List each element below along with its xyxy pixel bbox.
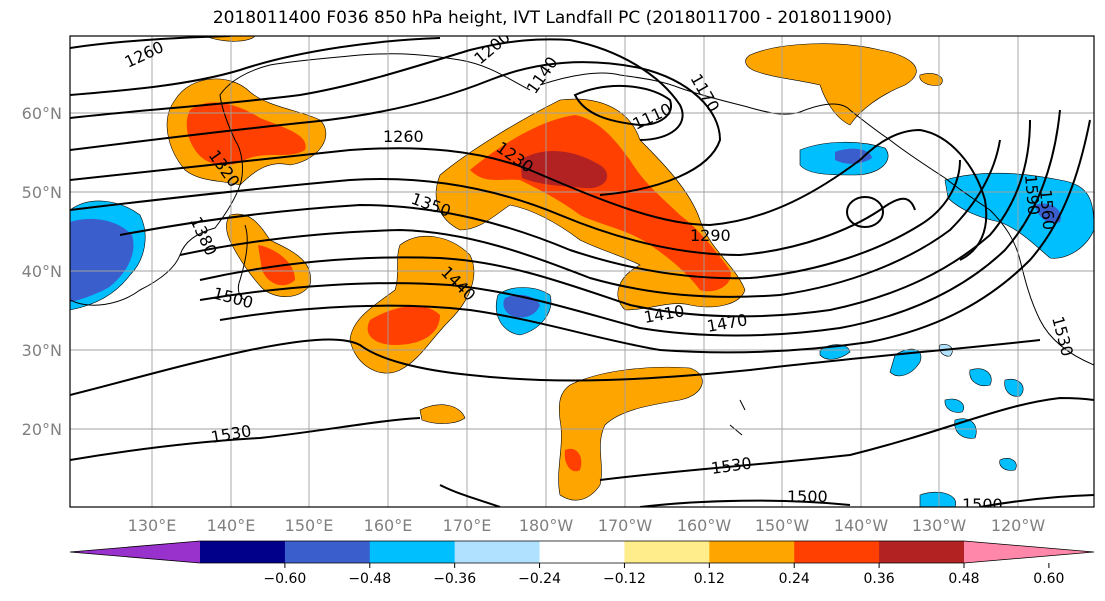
contour-label: 1560 bbox=[1036, 189, 1058, 231]
map-panel: 1260 1200 1140 1170 1110 1260 1230 1290 … bbox=[70, 36, 1094, 514]
colorbar-tick-label: −0.36 bbox=[433, 571, 476, 587]
colorbar-ticks: −0.60 −0.48 −0.36 −0.24 −0.12 0.12 0.24 0.36 0.4… bbox=[263, 563, 1064, 587]
colorbar-tick-label: 0.36 bbox=[864, 571, 895, 587]
colorbar-tick-label: 0.24 bbox=[779, 571, 810, 587]
height-contours bbox=[70, 36, 1094, 507]
longitude-labels: 130°E 140°E 150°E 160°E 170°E 180°W 170°… bbox=[128, 516, 1046, 535]
colorbar-bin bbox=[200, 541, 286, 563]
lat-label: 50°N bbox=[22, 183, 62, 202]
lon-label: 170°E bbox=[443, 516, 492, 535]
colorbar-tick-label: 0.12 bbox=[694, 571, 725, 587]
colorbar bbox=[69, 540, 1095, 564]
lat-label: 40°N bbox=[22, 262, 62, 281]
contour-label: 1500 bbox=[787, 487, 828, 506]
lon-label: 140°E bbox=[207, 516, 256, 535]
lon-label: 160°E bbox=[364, 516, 413, 535]
contour-label: 1260 bbox=[383, 127, 424, 146]
colorbar-extend-high bbox=[964, 541, 1094, 563]
colorbar-tick-label: 0.48 bbox=[948, 571, 979, 587]
lon-label: 150°E bbox=[285, 516, 334, 535]
lon-label: 150°W bbox=[755, 516, 810, 535]
lon-label: 180°W bbox=[519, 516, 574, 535]
latitude-labels: 60°N 50°N 40°N 30°N 20°N bbox=[22, 104, 62, 439]
colorbar-bin bbox=[284, 541, 371, 563]
colorbar-bin bbox=[709, 541, 795, 563]
lon-label: 170°W bbox=[598, 516, 653, 535]
contour-label: 1590 bbox=[1021, 174, 1043, 216]
lat-label: 20°N bbox=[22, 420, 62, 439]
figure-title: 2018011400 F036 850 hPa height, IVT Land… bbox=[212, 8, 893, 28]
colorbar-tick-label: −0.48 bbox=[348, 571, 391, 587]
map-frame bbox=[69, 35, 1095, 508]
colorbar-bin bbox=[794, 541, 880, 563]
colorbar-bin bbox=[624, 541, 710, 563]
colorbar-extend-low bbox=[70, 541, 200, 563]
contour-label: 1290 bbox=[690, 226, 731, 245]
lat-label: 60°N bbox=[22, 104, 62, 123]
colorbar-tick-label: 0.60 bbox=[1033, 571, 1064, 587]
colorbar-bin bbox=[879, 541, 965, 563]
colorbar-tick-label: −0.12 bbox=[603, 571, 646, 587]
lat-label: 30°N bbox=[22, 341, 62, 360]
lon-label: 140°W bbox=[834, 516, 889, 535]
lon-label: 130°W bbox=[912, 516, 967, 535]
colorbar-bin bbox=[369, 541, 456, 563]
lon-label: 130°E bbox=[128, 516, 177, 535]
colorbar-tick-label: −0.24 bbox=[518, 571, 561, 587]
colorbar-tick-label: −0.60 bbox=[263, 571, 306, 587]
colorbar-bin bbox=[454, 541, 541, 563]
contour-label: 1500 bbox=[962, 495, 1003, 514]
colorbar-bin bbox=[539, 541, 625, 563]
lon-label: 120°W bbox=[991, 516, 1046, 535]
lon-label: 160°W bbox=[677, 516, 732, 535]
